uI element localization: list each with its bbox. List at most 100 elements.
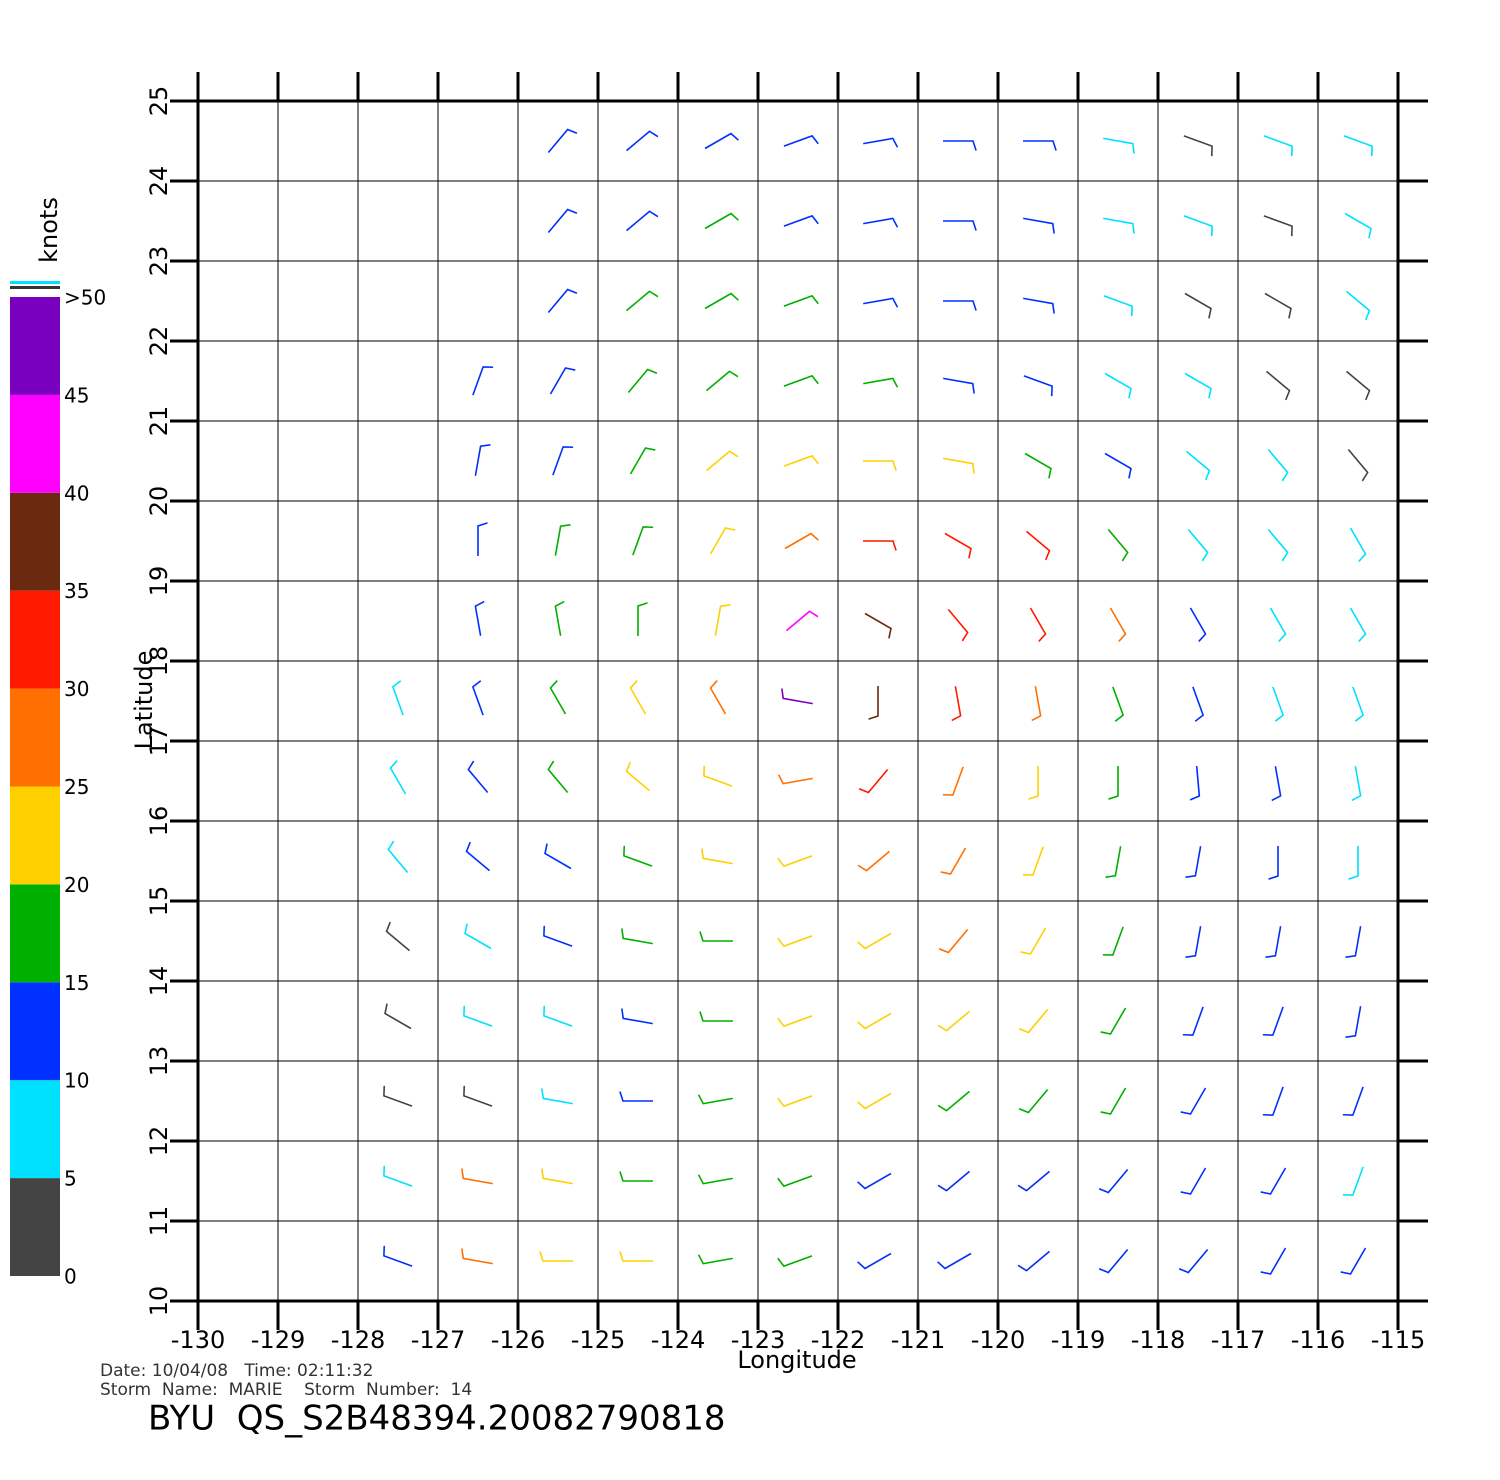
wind-barb [1018,1008,1049,1034]
wind-barb [1017,1170,1051,1192]
wind-barb [863,460,897,471]
wind-barb [1025,530,1051,561]
wind-barb [699,1011,733,1022]
colorbar-band [10,394,60,493]
y-tick-label: 23 [145,246,173,277]
wind-barb [1345,926,1362,958]
wind-barb [544,843,572,870]
wind-barb [937,1090,971,1112]
wind-barb [1267,528,1289,562]
y-tick-label: 21 [145,406,173,437]
wind-barb [1340,1247,1367,1275]
x-axis-label: Longitude [737,1346,856,1374]
wind-barb [1263,215,1293,237]
wind-barb [474,600,485,636]
wind-barb [857,1012,892,1030]
wind-barb [621,928,653,945]
wind-barb [1345,1006,1362,1038]
y-tick-label: 17 [145,726,173,757]
colorbar-tick-label: 25 [64,775,89,799]
wind-barb [1351,766,1362,802]
wind-barb [951,686,962,722]
colorbar-tick-label: 20 [64,873,89,897]
wind-barb [625,130,659,152]
wind-barb [857,932,892,950]
footer-storm: Storm Name: MARIE Storm Number: 14 [100,1380,472,1400]
wind-barb [777,855,813,868]
wind-barb [1263,135,1293,157]
wind-barb [863,377,899,388]
y-tick-label: 18 [145,646,173,677]
wind-barb [547,208,578,234]
wind-barb [1260,1247,1287,1275]
wind-barb [625,210,659,232]
wind-barb [1031,686,1042,722]
wind-barb [1342,1166,1364,1196]
wind-barb [1269,607,1287,642]
wind-barb [1017,1250,1051,1272]
wind-barb [863,297,899,308]
wind-barb [785,610,819,632]
wind-barb [471,680,484,716]
wind-barb [619,1091,653,1102]
colorbar-cap [10,286,60,289]
colorbar-tick-label: 40 [64,481,89,505]
x-tick-label: -130 [171,1326,225,1354]
wind-barb [623,845,653,867]
wind-barb [619,1251,653,1262]
wind-barb [857,1172,892,1190]
wind-barb [784,532,819,550]
wind-barb [783,134,819,147]
wind-barb [1185,450,1211,481]
wind-barb [383,1245,413,1267]
wind-barb [1103,137,1135,154]
colorbar-tick-label: 30 [64,677,89,701]
wind-barb [783,214,819,227]
y-tick-label: 16 [145,806,173,837]
wind-barb [1272,686,1285,722]
wind-barb [699,931,733,942]
wind-barb [464,923,492,950]
wind-barb [1103,217,1135,234]
y-tick-label: 10 [145,1286,173,1317]
wind-barb [465,841,491,872]
wind-barb [1180,1087,1207,1115]
wind-barb [1023,217,1055,234]
y-tick-label: 12 [145,1126,173,1157]
wind-barb [387,840,409,874]
wind-barb [463,1005,493,1027]
wind-barb [384,1003,412,1030]
wind-barb [703,765,733,787]
wind-barb [1102,926,1124,956]
wind-barb [937,1252,972,1270]
wind-barb [1183,215,1213,237]
wind-barb [1347,448,1369,482]
wind-barb [1265,370,1291,401]
x-tick-label: -122 [811,1326,865,1354]
wind-barb [632,526,654,556]
wind-barb [461,1168,493,1185]
wind-barb [391,680,404,716]
y-axis-label: Latitude [130,651,158,750]
footer-date: Date: 10/04/08 Time: 02:11:32 [100,1361,373,1381]
wind-barb [1271,766,1282,802]
wind-barb [1348,846,1359,880]
wind-barb [549,367,576,395]
wind-barb [1100,1007,1127,1035]
wind-barb [709,680,727,715]
colorbar-tick-label: 45 [64,383,89,407]
wind-barb [554,524,571,556]
wind-barb [472,366,494,396]
wind-barb [385,921,411,952]
wind-barb [1345,370,1371,401]
wind-barb [1098,1248,1129,1274]
wind-barb [943,140,977,151]
wind-barb [1342,1086,1364,1116]
wind-barb [389,760,407,795]
wind-barb [621,1008,653,1025]
wind-barb [554,600,565,636]
wind-barb [704,132,739,150]
wind-barb [777,774,813,785]
wind-barb [474,444,491,476]
